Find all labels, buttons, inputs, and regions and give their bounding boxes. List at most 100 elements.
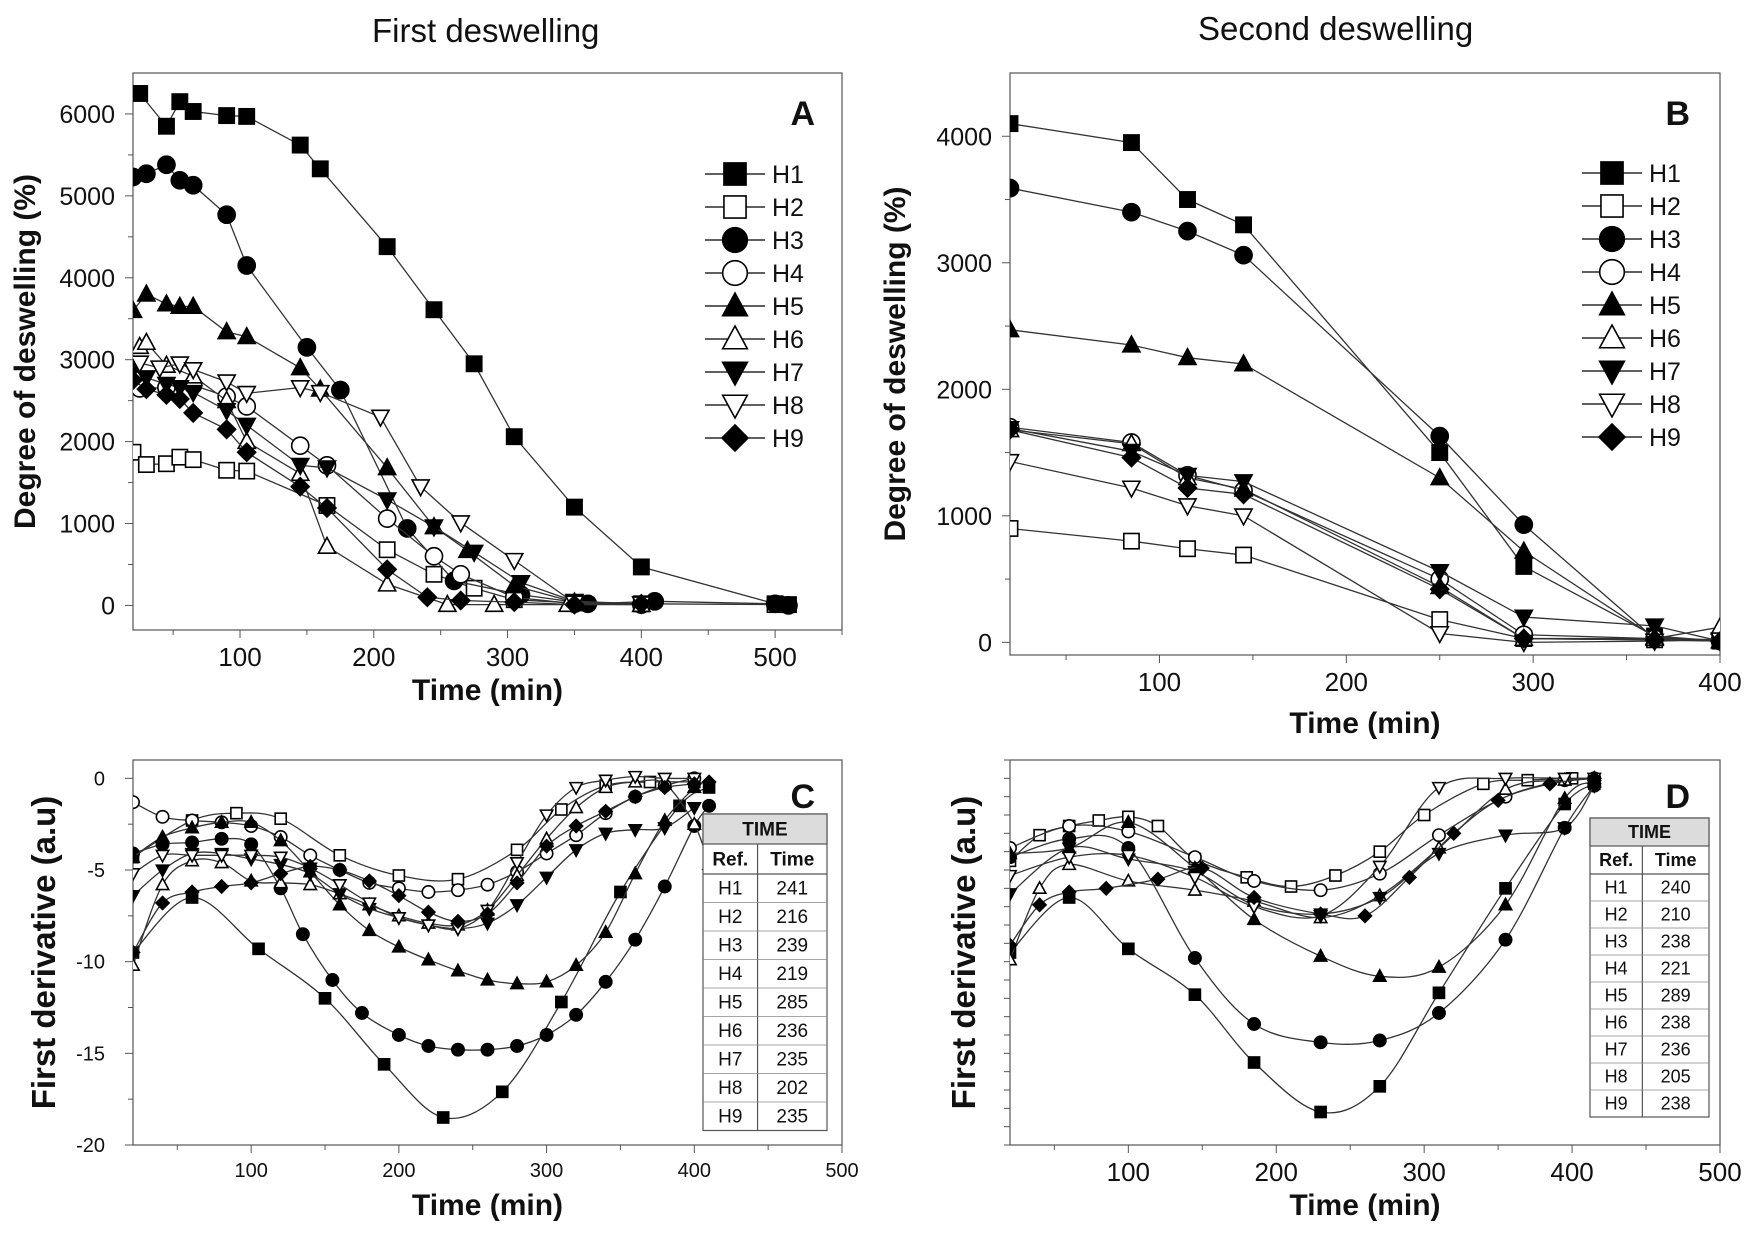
- marker-h8: [721, 394, 749, 420]
- marker-h6: [686, 815, 702, 830]
- marker-h2: [1329, 869, 1342, 882]
- table-cell-time: 216: [776, 907, 808, 928]
- x-tick-label: 100: [1138, 667, 1181, 697]
- x-tick-label: 400: [620, 642, 663, 672]
- marker-h5: [136, 283, 157, 302]
- marker-h1: [291, 136, 309, 154]
- marker-h7: [1233, 474, 1254, 493]
- marker-h7: [1598, 360, 1626, 386]
- marker-h8: [1177, 498, 1198, 517]
- marker-h9: [154, 895, 171, 911]
- marker-h5: [1010, 845, 1018, 860]
- second-deswelling-title: Second deswelling: [1198, 10, 1474, 47]
- marker-h5: [133, 848, 141, 863]
- marker-h5: [1177, 346, 1198, 366]
- marker-h5: [183, 295, 204, 314]
- marker-h2: [218, 461, 236, 479]
- marker-h9: [133, 370, 144, 391]
- marker-h9: [564, 594, 585, 615]
- table-cell-time: 289: [1661, 985, 1691, 1005]
- marker-h2: [1373, 845, 1387, 858]
- marker-h9: [1010, 419, 1021, 440]
- marker-h8: [184, 849, 200, 864]
- marker-h8: [1121, 480, 1142, 499]
- marker-h3: [1187, 951, 1202, 965]
- marker-h4: [421, 885, 436, 899]
- marker-h4: [377, 509, 397, 528]
- marker-h5: [721, 291, 749, 317]
- table-cell-time: 219: [776, 964, 808, 985]
- marker-h9: [701, 774, 717, 790]
- marker-h1: [1431, 444, 1449, 462]
- legend-label-h6: H6: [1649, 325, 1681, 353]
- marker-h7: [509, 899, 525, 914]
- marker-h1: [1432, 986, 1446, 1000]
- marker-h8: [1010, 453, 1020, 473]
- series-h7: [1010, 779, 1602, 923]
- marker-h2: [1284, 880, 1298, 893]
- marker-h5: [1431, 958, 1447, 973]
- marker-h9: [420, 904, 437, 920]
- table-cell-ref: H6: [718, 1021, 742, 1042]
- marker-h8: [1598, 393, 1626, 419]
- table-cell-ref: H4: [718, 964, 743, 985]
- marker-h9: [1357, 908, 1373, 924]
- marker-h6: [568, 799, 584, 814]
- marker-h5: [1557, 790, 1573, 805]
- legend-label-h2: H2: [1649, 193, 1681, 221]
- marker-h2: [1521, 773, 1535, 787]
- legend-label-h7: H7: [772, 359, 804, 387]
- series-line-h7: [1010, 785, 1595, 915]
- marker-h2: [378, 541, 396, 559]
- panel-letter-c: C: [790, 778, 815, 816]
- marker-h7: [216, 402, 237, 422]
- marker-h4: [1313, 883, 1328, 898]
- y-tick-label: -20: [76, 1135, 105, 1157]
- table-cell-time: 210: [1661, 904, 1691, 924]
- series-line-h1: [139, 93, 789, 606]
- x-axis-label: Time (min): [412, 674, 563, 707]
- table-cell-ref: H1: [718, 879, 742, 900]
- marker-h9: [479, 906, 496, 922]
- marker-h9: [332, 862, 348, 878]
- marker-h9: [216, 419, 237, 440]
- marker-h3: [1498, 932, 1513, 947]
- table-cell-time: 238: [1661, 1093, 1691, 1113]
- legend-label-h3: H3: [772, 227, 804, 255]
- table-cell-time: 238: [1661, 931, 1691, 951]
- marker-h2: [1417, 808, 1431, 822]
- marker-h7: [1061, 842, 1077, 857]
- x-tick-label: 400: [678, 1160, 711, 1182]
- marker-h3: [185, 835, 200, 850]
- table-cell-time: 240: [1661, 877, 1691, 897]
- marker-h7: [377, 492, 398, 511]
- marker-h5: [290, 357, 311, 376]
- chart-panel-b: 100 200 300 400 Time (min) 0 1000 2000 3000 4000 D…: [879, 72, 1742, 740]
- legend-label-h8: H8: [1649, 391, 1681, 419]
- marker-h3: [330, 380, 350, 400]
- marker-h3: [1010, 178, 1020, 198]
- table-title: TIME: [742, 820, 787, 841]
- marker-h9: [1586, 770, 1602, 786]
- y-axis-label: Degree of deswelling (%): [879, 186, 912, 541]
- marker-h3: [657, 879, 672, 894]
- marker-h3: [214, 831, 229, 846]
- marker-h1: [1010, 115, 1019, 133]
- marker-h9: [1010, 937, 1018, 953]
- marker-h2: [451, 872, 465, 886]
- marker-h7: [290, 457, 311, 477]
- plot-frame-a: [132, 72, 843, 631]
- marker-h2: [643, 775, 657, 789]
- table-cell-ref: H2: [718, 907, 742, 928]
- marker-h8: [568, 781, 584, 796]
- marker-h2: [1431, 611, 1449, 629]
- marker-h4: [424, 546, 444, 566]
- marker-h8: [1061, 851, 1077, 866]
- marker-h9: [1446, 825, 1462, 841]
- marker-h1: [171, 93, 189, 111]
- marker-h8: [332, 878, 348, 893]
- marker-h4: [480, 877, 495, 892]
- x-tick-label: 100: [234, 1160, 267, 1182]
- series-line-h8: [1010, 460, 1720, 643]
- marker-h1: [318, 992, 332, 1005]
